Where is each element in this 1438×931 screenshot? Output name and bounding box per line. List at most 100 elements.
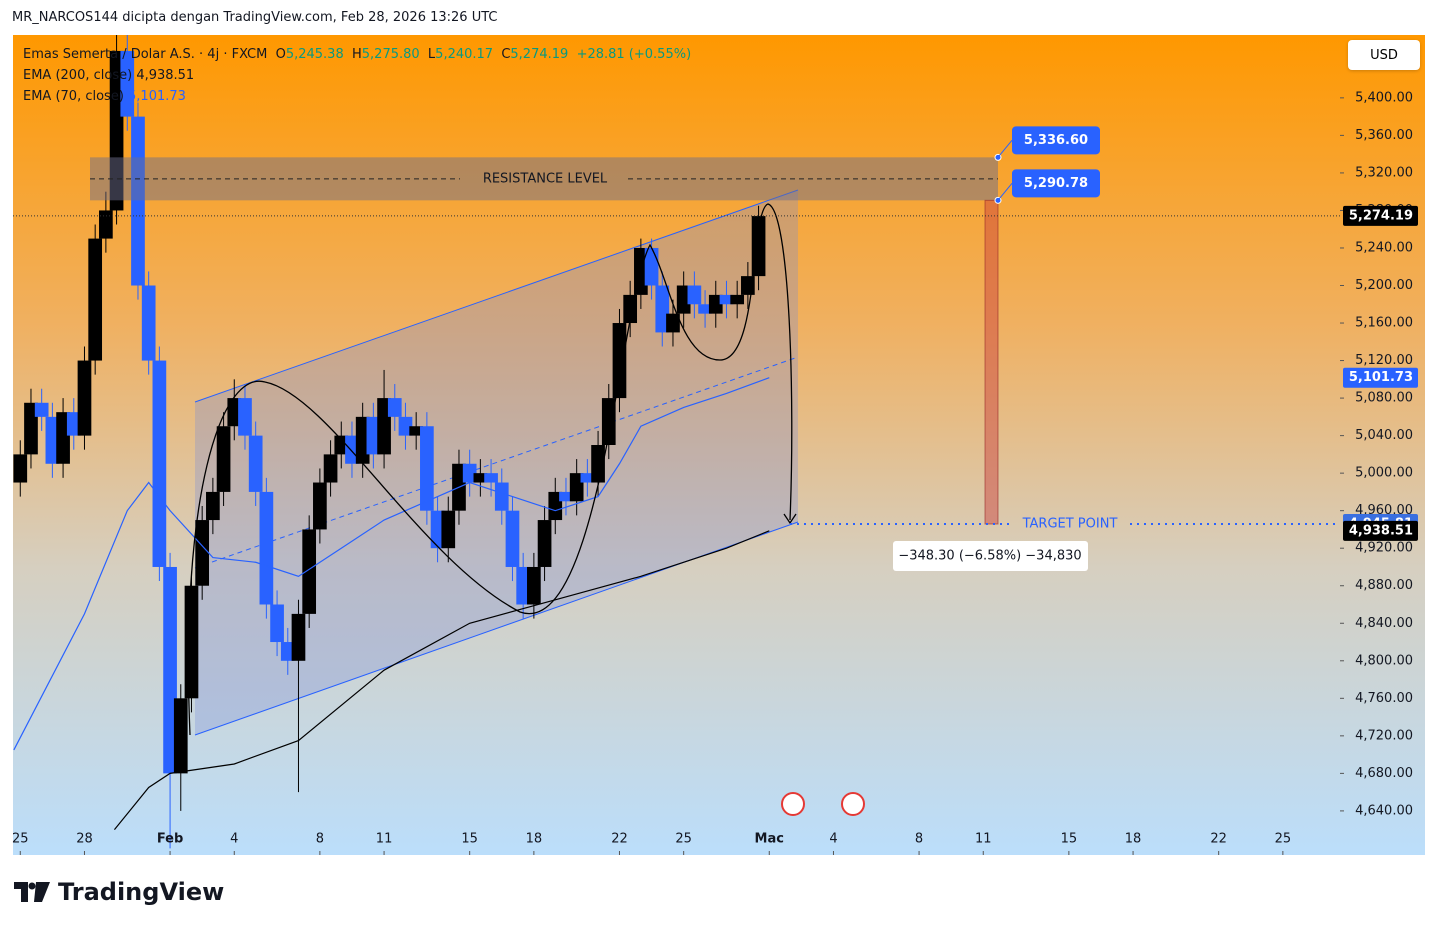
x-tick-label: 25	[12, 832, 29, 847]
x-tick-label: 15	[461, 832, 478, 847]
candle-body	[366, 416, 381, 455]
candle-body	[473, 473, 488, 483]
candle-body	[195, 520, 210, 586]
y-tick-label: 5,320.00	[1355, 165, 1413, 180]
callout-box	[1012, 126, 1100, 155]
x-tick-label: 18	[1125, 832, 1142, 847]
candle-body	[516, 566, 531, 605]
ema-line: EMA (200, close) 4,938.51	[23, 65, 691, 86]
candle-body	[227, 398, 242, 427]
candle-body	[708, 294, 723, 314]
candle-body	[77, 360, 92, 436]
candle-body	[387, 398, 402, 417]
change: +28.81 (+0.55%)	[576, 47, 692, 62]
resistance-label: RESISTANCE LEVEL	[483, 171, 608, 186]
candle-body	[152, 360, 167, 567]
candle-body	[601, 398, 616, 445]
candle-body	[24, 402, 38, 455]
candle-body	[537, 520, 552, 567]
overlay: 4,640.00 4,680.00 4,720.00 4,760.00 4,800.00…	[12, 90, 1418, 855]
candle-body	[580, 473, 595, 483]
brand-name: TradingView	[58, 878, 225, 906]
event-flag[interactable]	[841, 792, 865, 816]
x-tick-label: 28	[76, 832, 93, 847]
y-tick-label: 5,000.00	[1355, 466, 1413, 481]
event-flag[interactable]	[781, 792, 805, 816]
x-tick-label: 18	[526, 832, 543, 847]
x-tick-label: 8	[915, 832, 923, 847]
x-tick-label: 8	[316, 832, 324, 847]
y-tick-label: 5,200.00	[1355, 278, 1413, 293]
candle-body	[687, 285, 702, 305]
candle-body	[270, 604, 284, 643]
x-tick-label: 25	[675, 832, 692, 847]
y-tick-label: 5,120.00	[1355, 353, 1413, 368]
candle-body	[420, 426, 434, 511]
ema-name: EMA (70, close)	[23, 89, 124, 104]
candle-body	[527, 566, 541, 605]
candle-body	[644, 247, 659, 286]
candle-body	[163, 566, 177, 774]
measure-box	[893, 541, 1088, 571]
brand: TradingView	[14, 878, 224, 906]
candle-body	[184, 585, 199, 699]
channel-top	[194, 189, 799, 403]
y-tick-label: 5,040.00	[1355, 428, 1413, 443]
x-tick-label: Mac	[755, 832, 784, 847]
ema-line	[113, 530, 770, 831]
candle-body	[719, 294, 734, 305]
candle-body	[248, 435, 263, 492]
candle-body	[494, 482, 509, 511]
candle-body	[462, 463, 477, 483]
ohlc-value: 5,240.17	[435, 47, 494, 62]
y-tick-label: 4,680.00	[1355, 766, 1413, 781]
symbol-line: Emas Semerta / Dolar A.S. · 4j · FXCM O5…	[23, 44, 691, 65]
callout-link	[997, 183, 1013, 201]
candle-body	[505, 510, 520, 567]
price-tag-label: 5,274.19	[1349, 208, 1413, 223]
candle-body	[238, 398, 252, 436]
callout-link	[997, 140, 1013, 158]
price-tag	[1343, 205, 1418, 226]
candle-body	[569, 473, 584, 502]
candle-body	[355, 416, 370, 464]
price-tag	[1343, 367, 1418, 388]
y-tick-label: 4,840.00	[1355, 616, 1413, 631]
y-tick-label: 4,720.00	[1355, 728, 1413, 743]
ema-line	[13, 377, 770, 751]
ohlc-key: O	[275, 47, 286, 62]
candle-body	[409, 426, 424, 436]
channel-mid	[194, 356, 799, 569]
plot	[13, 35, 770, 849]
candle-body	[345, 435, 359, 464]
x-tick-label: Feb	[157, 832, 183, 847]
candle-body	[216, 426, 231, 492]
x-tick-label: 22	[1210, 832, 1227, 847]
drawings	[194, 189, 799, 736]
callout-box	[1012, 169, 1100, 198]
y-tick-label: 4,640.00	[1355, 803, 1413, 818]
y-tick-label: 5,360.00	[1355, 128, 1413, 143]
candle-body	[99, 210, 113, 239]
candle-body	[66, 412, 81, 436]
callout-label: 5,290.78	[1024, 176, 1088, 191]
candle-body	[259, 491, 274, 605]
pattern-curve	[187, 203, 793, 736]
y-tick-label: 5,240.00	[1355, 240, 1413, 255]
candle-body	[548, 491, 563, 521]
candle-body	[334, 435, 349, 455]
candle-body	[13, 454, 28, 483]
y-tick-label: 4,920.00	[1355, 541, 1413, 556]
ohlc-value: 5,275.80	[361, 47, 420, 62]
attribution: MR_NARCOS144 dicipta dengan TradingView.…	[12, 10, 498, 25]
candle-body	[34, 402, 49, 417]
ema-value: 5,101.73	[128, 89, 186, 104]
candle-body	[173, 698, 188, 774]
candle-body	[56, 412, 70, 464]
currency-button[interactable]: USD	[1348, 40, 1420, 70]
ohlc-key: L	[427, 47, 436, 62]
candle-body	[131, 116, 145, 286]
price-tag-label: 4,938.51	[1349, 523, 1413, 538]
candle-body	[666, 313, 680, 333]
